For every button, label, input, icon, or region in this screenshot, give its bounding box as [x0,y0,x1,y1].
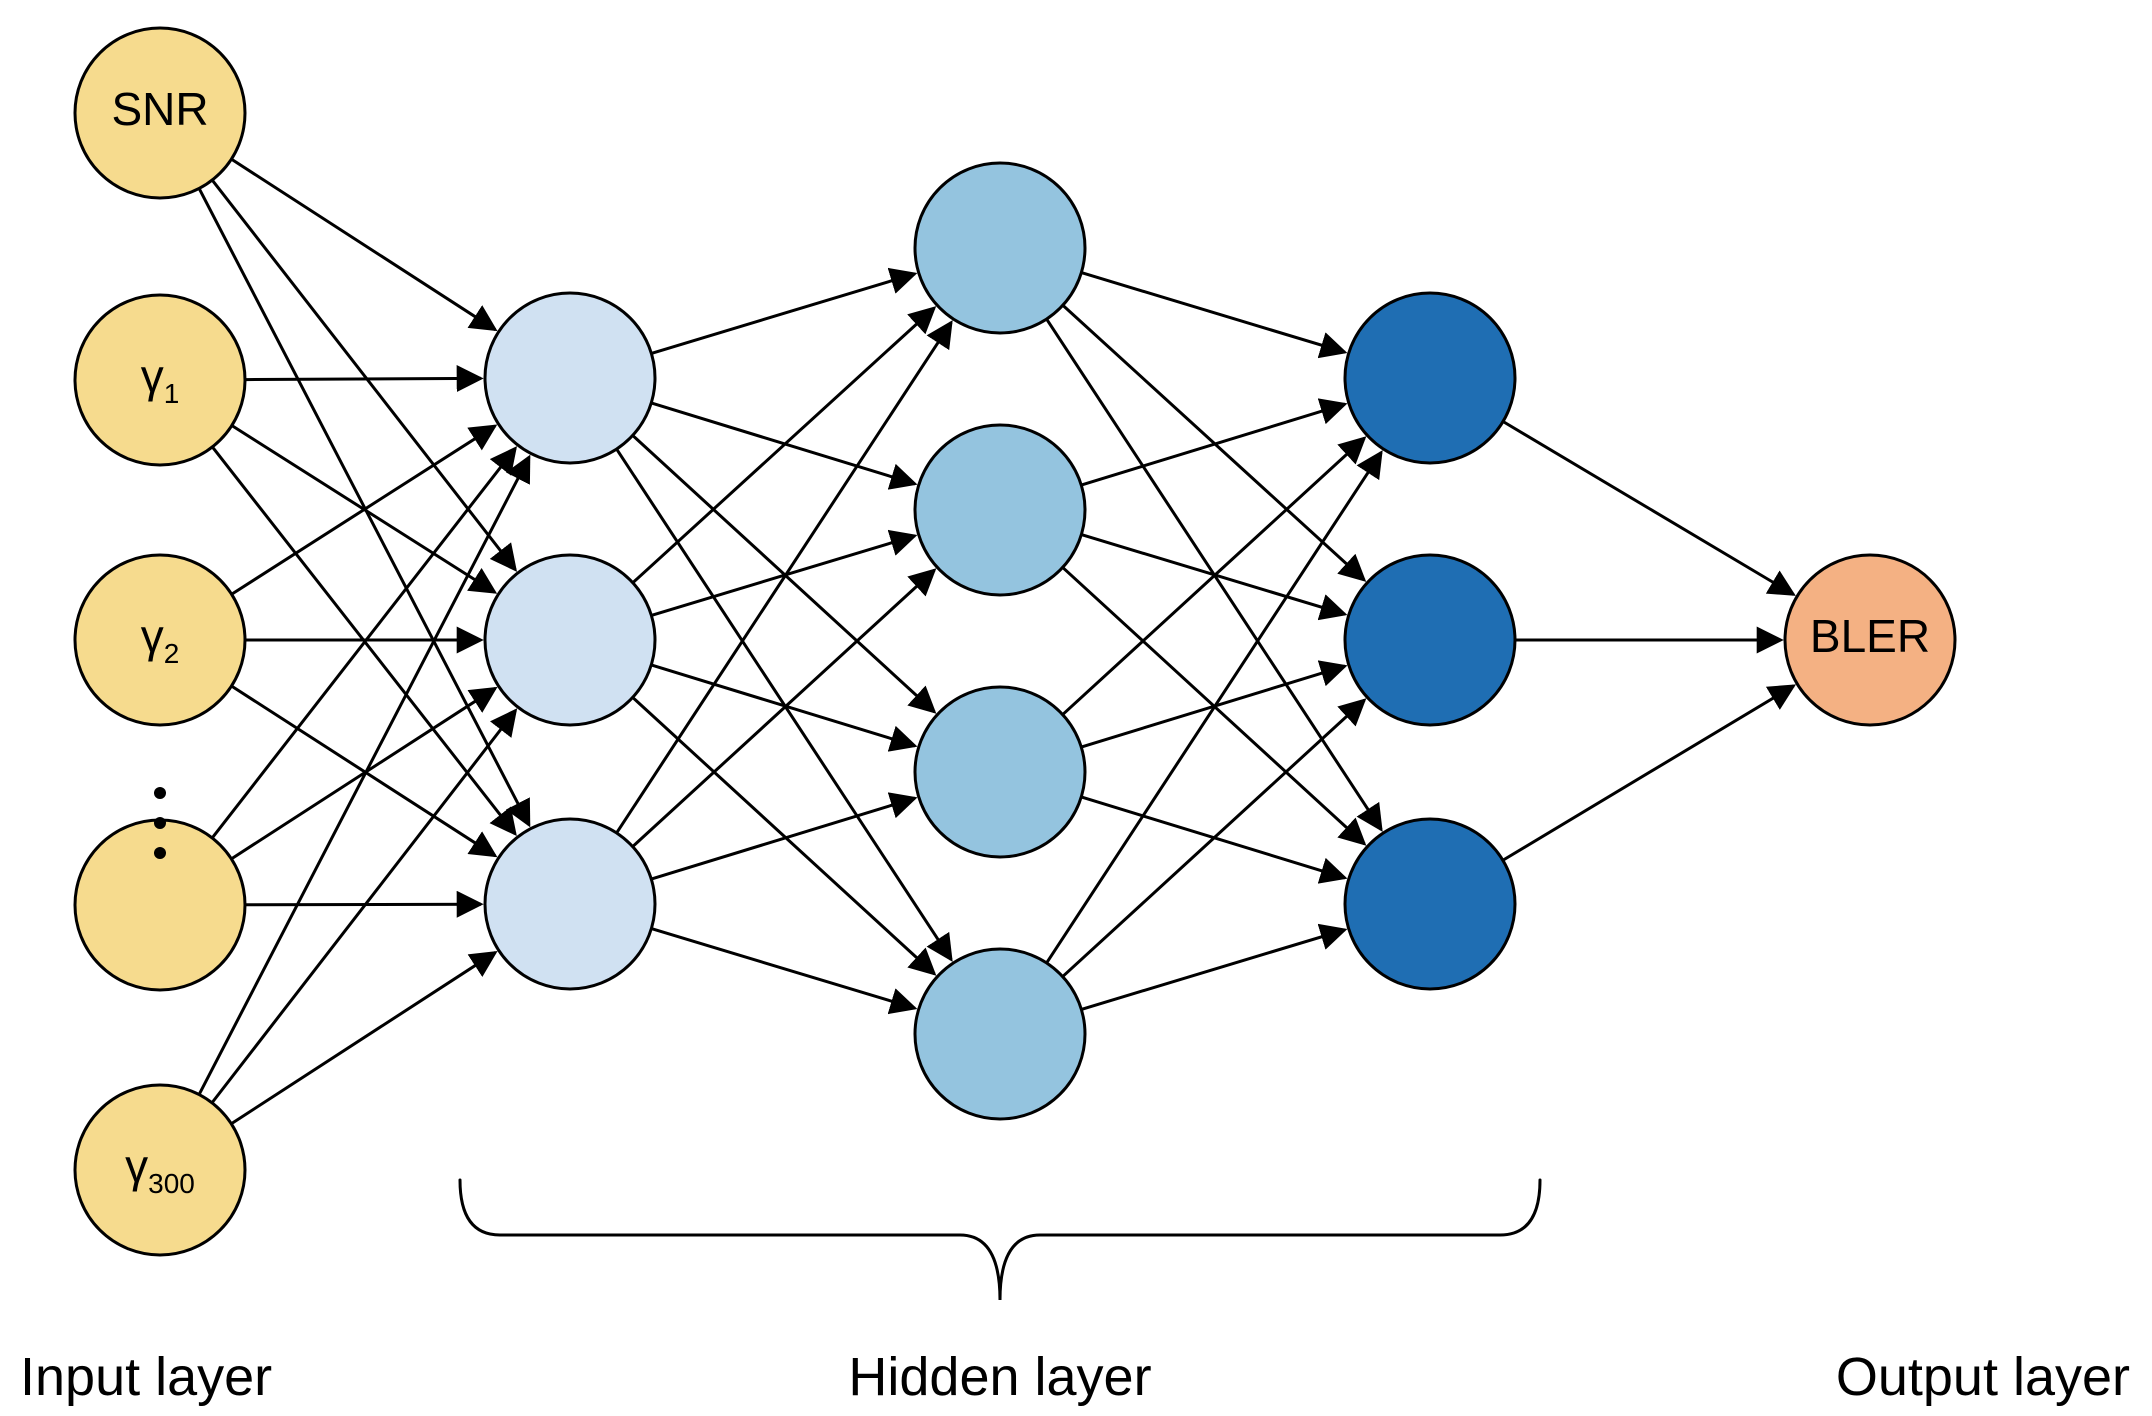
edge [1503,421,1793,594]
edge [651,929,914,1009]
edge [231,686,495,856]
node-label-in-snr: SNR [111,83,208,135]
hidden-layer-brace [460,1180,1540,1300]
edge [1081,404,1345,485]
edge [1503,686,1794,860]
edge [245,904,481,905]
edge [651,798,915,879]
edge [633,308,934,583]
edge [231,952,495,1123]
edge [1081,535,1344,615]
node-h1-1 [485,293,655,463]
node-h1-3 [485,819,655,989]
node-h2-2 [915,425,1085,595]
edge [1063,305,1364,580]
edge [651,665,915,746]
edge [231,688,495,859]
neural-network-diagram: SNRγ1γ2γ300BLERInput layerHidden layerOu… [0,0,2152,1416]
edge [231,159,495,330]
node-h3-1 [1345,293,1515,463]
edge [1063,700,1365,976]
node-h2-3 [915,687,1085,857]
edge [651,274,914,354]
node-in-gdot [75,820,245,990]
layer-label-input: Input layer [20,1347,272,1407]
edge [1081,273,1344,353]
edge [212,710,516,1102]
node-label-out-bler: BLER [1810,610,1930,662]
node-h3-2 [1345,555,1515,725]
edge [199,457,529,1094]
edge [1081,930,1344,1010]
node-h3-3 [1345,819,1515,989]
node-h2-4 [915,949,1085,1119]
edge [1047,452,1382,962]
edge [651,536,914,616]
node-h1-2 [485,555,655,725]
ellipsis-dot [154,847,166,859]
edge [245,378,481,379]
ellipsis-dot [154,787,166,799]
layer-label-output: Output layer [1836,1347,2130,1407]
node-h2-1 [915,163,1085,333]
edge [199,188,529,825]
ellipsis-dot [154,817,166,829]
layer-label-hidden: Hidden layer [848,1347,1151,1407]
edge [617,322,952,832]
edge [651,403,915,484]
